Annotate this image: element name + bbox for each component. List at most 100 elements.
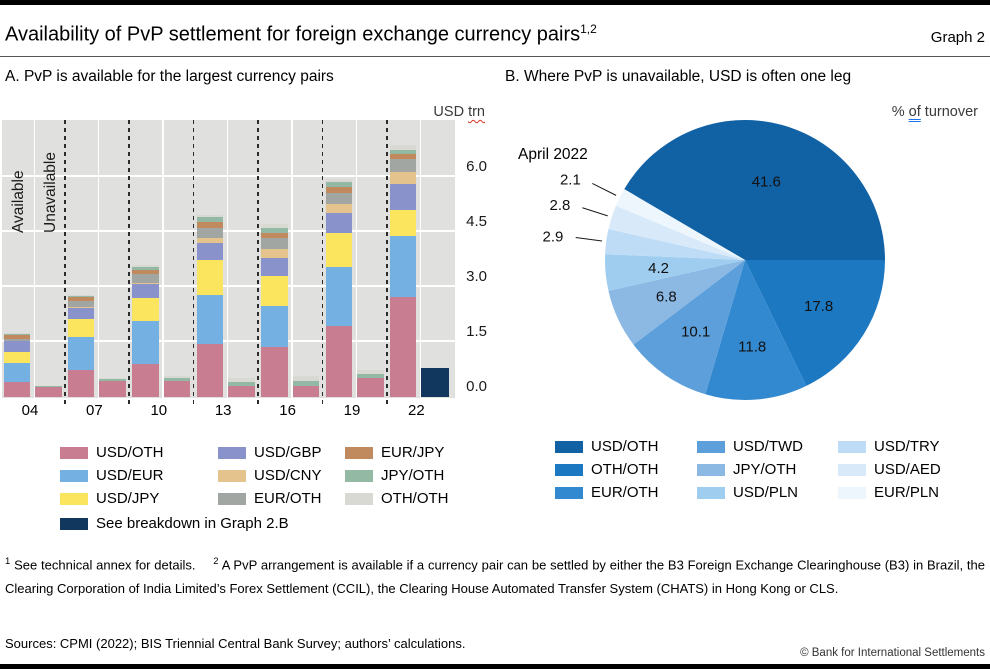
bar-segment-eur-jpy [389,153,417,159]
footnote-2-text: A PvP arrangement is available if a curr… [5,557,985,597]
legend-swatch [60,469,88,482]
bar-segment-usd-oth [261,346,288,397]
bar-segment-usd-jpy [389,210,417,236]
gridline [97,120,100,398]
x-tick-label: 16 [279,402,296,419]
pie-slice-oth-oth [745,260,885,386]
bar-segment-jpy-oth [99,379,126,381]
stacked-bar [163,376,191,397]
bar-segment-usd-oth [99,380,126,397]
legend-swatch [218,469,246,482]
legend-item-usd-try: USD/TRY [838,435,941,458]
legend-item-eur-jpy: EUR/JPY [345,441,449,464]
pie-leader-line [592,183,617,196]
gridline [2,230,455,233]
legend-swatch [60,446,88,459]
bar-chart-plot-area [2,120,455,398]
bar-segment-jpy-oth [292,380,320,386]
bar-segment-usd-oth [292,385,320,397]
group-separator [192,120,195,408]
pie-leader-line [582,207,608,217]
bar-segment-oth-oth [3,333,30,335]
y-tick-label: 1.5 [466,323,487,341]
bar-segment-eur-jpy [196,222,224,228]
legend-item-jpy-oth: JPY/OTH [697,458,803,481]
legend-label: USD/TWD [733,438,803,455]
pie-chart: 41.6 17.8 11.8 10.16.8 4.2 2.9 2.8 2.1 [542,119,885,401]
bottom-rule-bar [0,664,990,669]
legend-swatch [697,463,725,476]
pie-date-label: April 2022 [518,146,588,163]
bar-segment-jpy-oth [163,378,191,382]
graph-number-label: Graph 2 [930,29,985,46]
stacked-bar [132,264,159,397]
bar-segment-eur-oth [196,227,224,238]
bar-segment-jpy-oth [67,295,95,297]
legend-item-jpy-oth: JPY/OTH [345,464,449,487]
bar-segment-jpy-oth [325,182,352,187]
legend-item-usd-jpy: USD/JPY [60,487,164,510]
bar-segment-usd-eur [261,305,288,347]
pie-slice-eur-oth [705,260,807,401]
x-tick-label: 19 [343,402,361,419]
gridline [2,175,455,178]
pie-slice-jpy-oth [608,260,745,345]
bar-segment-jpy-oth [196,217,224,223]
group-separator [386,120,388,408]
bar-segment-usd-eur [132,320,159,365]
bar-segment-usd-cny [261,249,288,258]
stacked-bar [67,294,95,397]
gridline [162,120,164,398]
stacked-bar [35,385,62,397]
legend-label: OTH/OTH [381,490,449,507]
legend-label: USD/AED [874,461,941,478]
bar-segment-jpy-oth [357,373,384,379]
stacked-bar [389,145,417,397]
stacked-bar [261,223,288,397]
bar-segment-usd-gbp [325,213,352,234]
legend-column: USD/GBP USD/CNY EUR/OTH [218,441,322,510]
pie-value-label: 10.1 [681,323,710,340]
legend-item-oth-oth: OTH/OTH [345,487,449,510]
group-separator [321,120,324,408]
bar-segment-usd-gbp [196,242,224,260]
available-axis-label: Available [10,170,27,233]
gridline [2,340,455,343]
bar-segment-usd-gbp [389,183,417,210]
pie-value-label: 41.6 [752,174,781,191]
group-separator [64,120,66,408]
gridline [2,285,455,288]
top-rule-bar [0,0,990,5]
legend-label: JPY/OTH [733,461,797,478]
legend-swatch [60,517,88,530]
legend-item-usd-oth: USD/OTH [555,435,659,458]
pie-slice-usd-twd [633,260,745,395]
footnote-2-marker: 2 [213,556,219,567]
y-tick-label: 3.0 [466,268,487,286]
bar-segment-usd-cny [325,204,352,214]
bar-segment-eur-oth [67,301,95,308]
bar-segment-oth-oth [325,178,352,183]
bar-segment-eur-oth [389,158,417,172]
legend-swatch [218,446,246,459]
x-tick-label: 10 [150,402,168,419]
spellcheck-flagged-word: trn [468,104,485,120]
bar-segment-jpy-oth [132,267,159,271]
bar-segment-eur-oth [132,274,159,284]
bar-segment-usd-oth [35,386,62,397]
grammarcheck-flagged-word: of [908,104,921,120]
legend-swatch [555,463,583,476]
legend-swatch [345,492,373,505]
bar-segment-usd-gbp [3,341,30,352]
bar-segment-usd-oth [163,381,191,397]
legend-label: USD/TRY [874,438,940,455]
bar-segment-usd-oth [132,364,159,397]
bar-segment-usd-oth [3,382,30,397]
legend-label: EUR/JPY [381,444,445,461]
bar-segment-usd-jpy [261,276,288,306]
bar-segment-oth-oth [67,294,95,296]
bar-segment-oth-oth [99,377,126,380]
gridline [33,120,35,398]
bar-segment-eur-jpy [261,232,288,239]
bar-segment-usd-oth [357,378,384,397]
